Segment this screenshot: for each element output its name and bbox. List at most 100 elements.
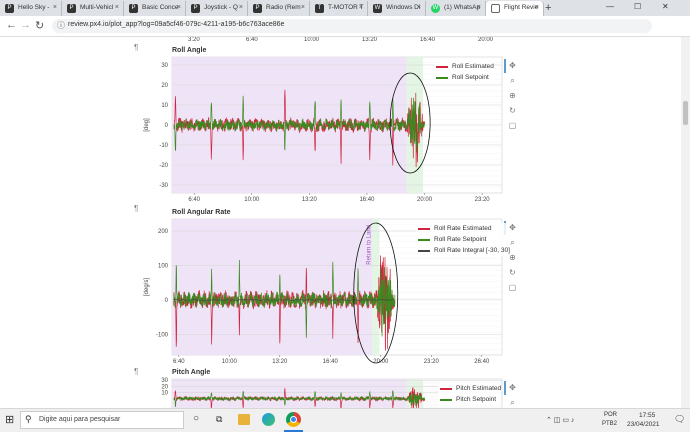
- close-tab-icon[interactable]: ×: [114, 4, 119, 11]
- legend-item[interactable]: Roll Setpoint: [434, 72, 494, 83]
- y-axis-label: [deg/s]: [144, 278, 150, 296]
- minimize-button[interactable]: —: [606, 2, 614, 11]
- legend-swatch: [440, 388, 452, 390]
- top-axis-tick-label: 20:00: [478, 37, 494, 43]
- reset-tool-icon[interactable]: ↻: [509, 106, 516, 115]
- legend-label: Roll Rate Setpoint: [434, 236, 487, 243]
- plot-legend[interactable]: Roll Estimated Roll Setpoint: [434, 61, 494, 83]
- legend-swatch: [436, 77, 448, 79]
- px4-icon: P: [129, 4, 138, 13]
- close-tab-icon[interactable]: ×: [52, 4, 57, 11]
- task-view-icon[interactable]: ⧉: [216, 414, 223, 424]
- px4-icon: P: [191, 4, 200, 13]
- zoom-tool-icon[interactable]: ⌕: [510, 76, 515, 85]
- windows-icon: W: [373, 4, 382, 13]
- legend-item[interactable]: Pitch Estimated: [438, 383, 501, 394]
- mode-annotation: Return to Land: [367, 225, 373, 265]
- hand-drawn-circle: [353, 222, 399, 364]
- url-field[interactable]: ⓘ review.px4.io/plot_app?log=09a5cf46-07…: [52, 19, 652, 33]
- roll-angle-plot[interactable]: 30 20 10 0 -10 -20 -30 6:40 10:00 13:20 16:40 20:00…: [136, 55, 520, 205]
- browser-tab-label: T-MOTOR T: [328, 4, 364, 11]
- site-info-icon[interactable]: ⓘ: [57, 21, 65, 30]
- page-scrollbar[interactable]: [681, 37, 690, 408]
- pan-tool-icon[interactable]: ✥: [509, 61, 516, 70]
- clock-time[interactable]: 17:55: [639, 412, 656, 419]
- close-tab-icon[interactable]: ×: [416, 4, 421, 11]
- browser-tab[interactable]: T T-MOTOR T ×: [310, 1, 368, 16]
- pan-tool-icon[interactable]: ✥: [509, 223, 516, 232]
- keyboard-layout-indicator[interactable]: PTB2: [602, 421, 618, 427]
- browser-tab-label: Hello Sky -: [18, 4, 50, 11]
- plot-legend[interactable]: Roll Rate Estimated Roll Rate Setpoint Rol…: [416, 223, 510, 256]
- save-tool-icon[interactable]: ▢: [508, 283, 517, 292]
- close-tab-icon[interactable]: ×: [476, 4, 481, 11]
- notification-icon[interactable]: 🗨: [674, 414, 686, 424]
- x-tick-label: 10:00: [222, 359, 238, 365]
- legend-swatch: [418, 228, 430, 230]
- legend-item[interactable]: Roll Rate Estimated: [416, 223, 510, 234]
- maximize-button[interactable]: ☐: [634, 2, 642, 11]
- y-tick-label: 30: [161, 63, 168, 69]
- clock-date[interactable]: 23/04/2021: [627, 421, 660, 428]
- plot-svg: 30 20 10 0 -10 -20 -30 6:40 10:00 13:20 16:40 20:00…: [144, 56, 506, 203]
- browser-tab[interactable]: W (1) WhatsAp ×: [426, 1, 486, 16]
- section-anchor-pitch-angle[interactable]: ¶: [134, 367, 139, 376]
- pan-tool-icon[interactable]: ✥: [509, 383, 516, 392]
- search-placeholder: Digite aqui para pesquisar: [39, 416, 121, 423]
- file-explorer-icon[interactable]: [238, 414, 250, 425]
- legend-label: Roll Rate Estimated: [434, 225, 492, 232]
- save-tool-icon[interactable]: ▢: [508, 121, 517, 130]
- legend-item[interactable]: Roll Rate Setpoint: [416, 234, 510, 245]
- legend-item[interactable]: Roll Rate Integral [-30, 30]: [416, 245, 510, 256]
- plot-legend[interactable]: Pitch Estimated Pitch Setpoint: [438, 383, 502, 405]
- zoom-tool-icon[interactable]: ⌕: [510, 398, 515, 407]
- close-tab-icon[interactable]: ×: [238, 4, 243, 11]
- legend-item[interactable]: Pitch Setpoint: [438, 394, 501, 405]
- close-tab-icon[interactable]: ×: [300, 4, 305, 11]
- section-anchor-roll-rate[interactable]: ¶: [134, 204, 139, 213]
- taskbar-search[interactable]: ⚲ Digite aqui para pesquisar: [20, 411, 184, 429]
- close-tab-icon[interactable]: ×: [534, 4, 539, 11]
- new-tab-button[interactable]: +: [545, 2, 552, 14]
- flight-mode-band: [172, 379, 407, 408]
- tmotor-icon: T: [315, 4, 324, 13]
- chrome-icon[interactable]: [286, 412, 301, 427]
- forward-button[interactable]: →: [20, 19, 31, 31]
- wheel-zoom-icon[interactable]: ⊕: [509, 91, 516, 100]
- pitch-angle-plot[interactable]: 30 20 10 Pitch Estimated Pitch Setpoint ✥ ⌕: [136, 377, 520, 408]
- scrollbar-thumb[interactable]: [683, 101, 688, 125]
- browser-tab[interactable]: Flight Revie ×: [486, 1, 544, 16]
- back-button[interactable]: ←: [6, 19, 17, 31]
- language-indicator[interactable]: POR: [604, 412, 618, 418]
- browser-tab[interactable]: P Joystick - Q ×: [186, 1, 248, 16]
- reload-button[interactable]: ↻: [35, 20, 45, 32]
- close-window-button[interactable]: ✕: [662, 2, 669, 11]
- system-tray-icons[interactable]: ⌃ ◫ ▭ ♪: [546, 417, 575, 424]
- windows-start-icon[interactable]: ⊞: [5, 414, 15, 426]
- y-axis-label: [deg]: [144, 118, 150, 132]
- y-tick-label: 20: [161, 83, 168, 89]
- browser-tab[interactable]: P Basic Conce ×: [124, 1, 186, 16]
- search-icon: ⚲: [25, 414, 32, 424]
- browser-tab[interactable]: W Windows Di ×: [368, 1, 426, 16]
- legend-swatch: [440, 399, 452, 401]
- y-tick-label: 200: [158, 229, 169, 235]
- close-tab-icon[interactable]: ×: [358, 4, 363, 11]
- browser-tab[interactable]: P Hello Sky - ×: [0, 1, 62, 16]
- roll-rate-plot[interactable]: 200 100 0 -100 6:40 10:00 13:20 16:40 20:00 23:20…: [136, 217, 520, 367]
- top-axis-tick-label: 6:40: [246, 37, 258, 43]
- close-tab-icon[interactable]: ×: [176, 4, 181, 11]
- x-tick-label: 26:40: [474, 359, 490, 365]
- browser-tab[interactable]: P Radio (Rem ×: [248, 1, 310, 16]
- browser-tab[interactable]: P Multi-Vehicl ×: [62, 1, 124, 16]
- zoom-tool-icon[interactable]: ⌕: [510, 238, 515, 247]
- edge-icon[interactable]: [262, 413, 275, 426]
- top-axis-tick-label: 10:00: [304, 37, 320, 43]
- y-tick-label: 10: [161, 103, 168, 109]
- reset-tool-icon[interactable]: ↻: [509, 268, 516, 277]
- cortana-icon[interactable]: ○: [193, 413, 200, 424]
- wheel-zoom-icon[interactable]: ⊕: [509, 253, 516, 262]
- legend-item[interactable]: Roll Estimated: [434, 61, 494, 72]
- section-anchor-roll-angle[interactable]: ¶: [134, 43, 139, 52]
- x-tick-label: 20:00: [373, 359, 389, 365]
